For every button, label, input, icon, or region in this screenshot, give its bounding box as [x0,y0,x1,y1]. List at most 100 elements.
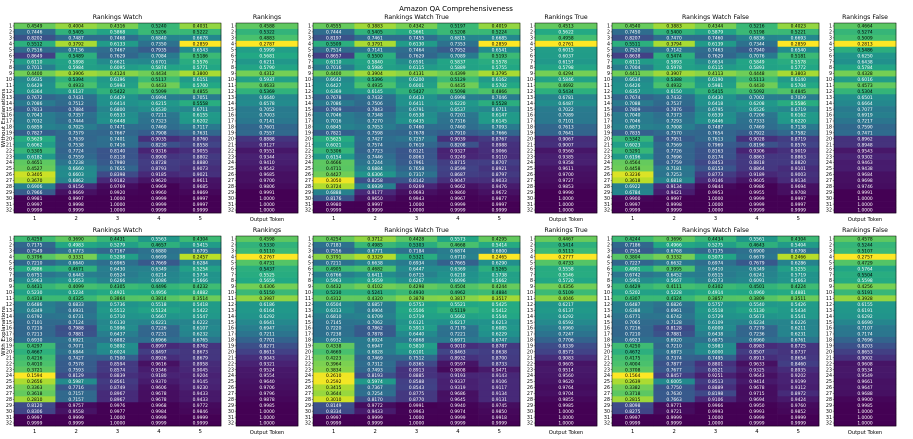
cell-value-label: 0.9319 [450,385,466,391]
cell-value-label: 0.6921 [68,338,84,344]
heatmap-cell [14,247,56,255]
heatmap-cell [14,319,56,326]
heatmap-cell [535,135,598,143]
heatmap-cell [55,277,98,284]
y-tick-label: 9 [829,71,832,77]
heatmap-cell [437,360,479,367]
y-tick-label: 13 [826,95,832,101]
cell-value-label: 0.9997 [367,202,383,208]
heatmap-cell [55,319,98,326]
heatmap-cell [55,241,98,249]
heatmap-cell [138,141,180,148]
y-tick-label: 29 [604,403,610,409]
heatmap-cell [395,112,438,119]
cell-value-label: 0.9686 [450,391,466,397]
cell-value-label: 0.7051 [193,95,209,101]
cell-value-label: 0.6679 [749,254,765,260]
cell-value-label: 0.6486 [27,302,43,308]
y-tick-label: 12 [527,89,533,95]
cell-value-label: 0.4399 [450,71,466,77]
cell-value-label: 0.5512 [110,308,126,314]
y-tick-label: 9 [530,284,533,290]
cell-value-label: 0.7726 [666,148,682,154]
cell-value-label: 0.8163 [708,148,724,154]
cell-value-label: 1.0000 [857,409,873,415]
cell-value-label: 0.8972 [791,391,807,397]
cell-value-label: 0.8719 [791,136,807,142]
cell-value-label: 0.6217 [558,302,574,308]
cell-value-label: 0.3864 [110,296,126,302]
y-tick-label: 9 [9,284,12,290]
heatmap-cell [834,34,897,42]
heatmap-cell [138,372,180,379]
cell-value-label: 0.3724 [326,184,342,190]
heatmap-cell [55,414,98,421]
y-tick-label: 14 [604,101,610,107]
cell-value-label: 0.2787 [259,41,275,47]
y-tick-label: 24 [527,160,533,166]
heatmap-cell [313,259,355,266]
heatmap-cell [694,241,737,249]
cell-value-label: 0.4555 [326,24,342,30]
heatmap-cell [395,70,438,77]
heatmap-cell [653,70,696,77]
heatmap-cell [653,289,696,296]
panel-title: Rankings [253,14,281,21]
heatmap-cell [14,241,56,249]
cell-value-label: 0.9640 [259,379,275,385]
heatmap-cell [653,402,696,409]
cell-value-label: 0.6111 [625,59,641,65]
cell-value-label: 1.0000 [558,196,574,202]
cell-value-label: 0.5422 [110,89,126,95]
cell-value-label: 0.4429 [625,284,641,290]
cell-value-label: 0.6095 [110,65,126,71]
x-tick-label: 5 [498,216,501,222]
heatmap-cell [179,112,222,119]
cell-value-label: 0.4467 [558,237,574,243]
cell-value-label: 0.4578 [857,237,873,243]
cell-value-label: 0.3795 [492,71,508,77]
y-tick-label: 26 [305,385,311,391]
y-tick-label: 32 [228,208,234,214]
cell-value-label: 0.7655 [110,166,126,172]
cell-value-label: 0.7506 [367,101,383,107]
heatmap-cell [777,177,820,184]
cell-value-label: 0.5540 [749,302,765,308]
heatmap-cell [535,177,598,184]
cell-value-label: 0.4958 [558,36,574,42]
y-tick-label: 12 [527,302,533,308]
y-tick-label: 7 [607,59,610,65]
heatmap-cell [478,171,521,178]
cell-value-label: 0.6533 [110,113,126,119]
cell-value-label: 0.6217 [450,320,466,326]
cell-value-label: 0.6016 [857,77,873,83]
heatmap-cell [138,366,180,373]
cell-value-label: 0.8679 [193,355,209,361]
y-tick-label: 6 [530,266,533,272]
cell-value-label: 0.4729 [857,260,873,266]
cell-value-label: 0.4985 [367,243,383,249]
heatmap-cell [437,259,479,266]
heatmap-cell [478,88,521,95]
cell-value-label: 0.6504 [326,302,342,308]
cell-value-label: 0.6286 [791,260,807,266]
cell-value-label: 0.5099 [151,89,167,95]
cell-value-label: 0.8613 [259,349,275,355]
y-tick-label: 27 [305,178,311,184]
cell-value-label: 0.5663 [791,278,807,284]
y-tick-label: 5 [308,260,311,266]
heatmap-cell [834,64,897,71]
heatmap-cell [437,195,479,202]
cell-value-label: 0.5772 [791,65,807,71]
heatmap-cell [313,100,355,107]
cell-value-label: 0.3712 [367,237,383,243]
y-tick-label: 29 [604,190,610,196]
cell-value-label: 0.9028 [749,136,765,142]
heatmap-cell [437,106,479,113]
heatmap-cell [236,295,299,302]
cell-value-label: 0.4643 [749,243,765,249]
cell-value-label: 0.6920 [666,338,682,344]
y-tick-label: 26 [826,172,832,178]
cell-value-label: 0.6231 [791,332,807,338]
